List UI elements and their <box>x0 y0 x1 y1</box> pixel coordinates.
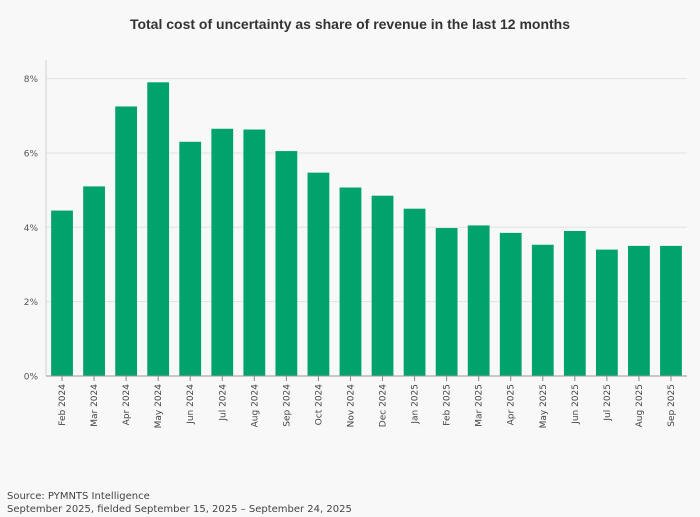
bar <box>563 231 586 376</box>
source-line: Source: PYMNTS Intelligence <box>7 491 150 502</box>
x-tick-label: Aug 2025 <box>635 384 645 427</box>
bar <box>435 228 458 376</box>
bar <box>211 128 234 376</box>
x-tick-label: Mar 2025 <box>475 384 485 427</box>
x-tick-label: Mar 2024 <box>90 384 100 427</box>
bar <box>275 151 298 376</box>
y-tick-label: 6% <box>24 149 39 159</box>
x-tick-label: Feb 2024 <box>58 384 68 426</box>
bar <box>660 245 682 376</box>
y-tick-label: 0% <box>24 373 39 383</box>
bar <box>499 232 522 376</box>
x-tick-label: May 2024 <box>154 384 164 429</box>
x-tick-label: Jun 2024 <box>186 384 196 425</box>
x-tick-label: Jan 2025 <box>411 384 421 425</box>
source-note: Source: PYMNTS Intelligence September 20… <box>7 490 352 516</box>
bar <box>371 195 394 376</box>
bar <box>467 225 490 376</box>
x-tick-label: Jun 2025 <box>571 384 581 425</box>
x-tick-label: Apr 2025 <box>507 384 517 425</box>
x-tick-label: Jul 2025 <box>603 384 613 422</box>
bar <box>243 129 266 376</box>
bar <box>531 244 554 376</box>
bar <box>628 245 650 376</box>
x-tick-label: Feb 2025 <box>443 384 453 426</box>
bar <box>339 187 362 376</box>
x-tick-label: Sep 2024 <box>282 384 292 427</box>
bar <box>51 210 73 376</box>
x-tick-label: Dec 2024 <box>379 384 389 427</box>
bar <box>307 172 330 376</box>
bar <box>115 106 138 377</box>
y-tick-label: 8% <box>24 75 39 85</box>
x-tick-label: Aug 2024 <box>250 384 260 428</box>
y-tick-label: 2% <box>24 298 39 308</box>
bar <box>179 141 202 376</box>
bar <box>403 208 426 376</box>
bar <box>147 82 170 377</box>
x-tick-label: Nov 2024 <box>346 384 356 428</box>
y-tick-label: 4% <box>24 224 39 234</box>
x-tick-label: Apr 2024 <box>122 384 132 426</box>
bar <box>83 186 105 376</box>
x-tick-label: Oct 2024 <box>314 384 324 426</box>
fielded-line: September 2025, fielded September 15, 20… <box>7 504 352 515</box>
x-tick-label: Sep 2025 <box>667 384 677 427</box>
x-tick-label: Jul 2024 <box>218 384 228 422</box>
x-tick-label: May 2025 <box>539 384 549 428</box>
chart-title: Total cost of uncertainty as share of re… <box>129 16 571 32</box>
bar <box>595 249 618 376</box>
